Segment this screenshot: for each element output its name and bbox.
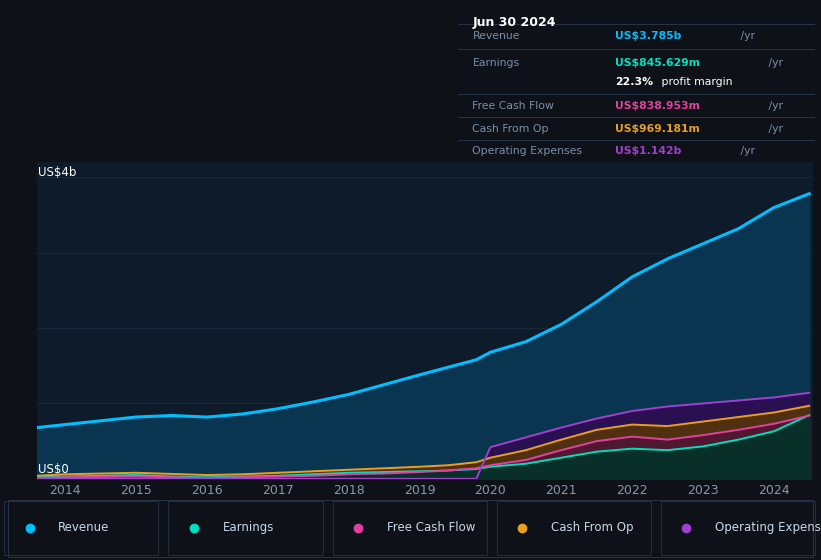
Text: Operating Expenses: Operating Expenses	[472, 146, 582, 156]
Text: US$845.629m: US$845.629m	[615, 58, 700, 68]
Text: US$4b: US$4b	[38, 166, 76, 179]
Text: 22.3%: 22.3%	[615, 77, 654, 87]
Text: Cash From Op: Cash From Op	[551, 521, 633, 534]
Text: US$0: US$0	[38, 463, 68, 475]
Text: /yr: /yr	[764, 58, 782, 68]
Text: /yr: /yr	[737, 146, 755, 156]
Text: Jun 30 2024: Jun 30 2024	[472, 16, 556, 29]
Text: US$838.953m: US$838.953m	[615, 101, 700, 111]
Text: Revenue: Revenue	[58, 521, 110, 534]
Text: US$969.181m: US$969.181m	[615, 124, 700, 134]
Text: profit margin: profit margin	[658, 77, 732, 87]
Text: Operating Expenses: Operating Expenses	[715, 521, 821, 534]
Text: /yr: /yr	[764, 101, 782, 111]
Text: /yr: /yr	[764, 124, 782, 134]
Text: Earnings: Earnings	[472, 58, 520, 68]
Text: US$1.142b: US$1.142b	[615, 146, 681, 156]
Text: Revenue: Revenue	[472, 31, 520, 41]
Text: /yr: /yr	[737, 31, 755, 41]
Text: US$3.785b: US$3.785b	[615, 31, 681, 41]
Text: Earnings: Earnings	[222, 521, 274, 534]
Text: Free Cash Flow: Free Cash Flow	[472, 101, 554, 111]
Text: Cash From Op: Cash From Op	[472, 124, 549, 134]
Text: Free Cash Flow: Free Cash Flow	[387, 521, 475, 534]
